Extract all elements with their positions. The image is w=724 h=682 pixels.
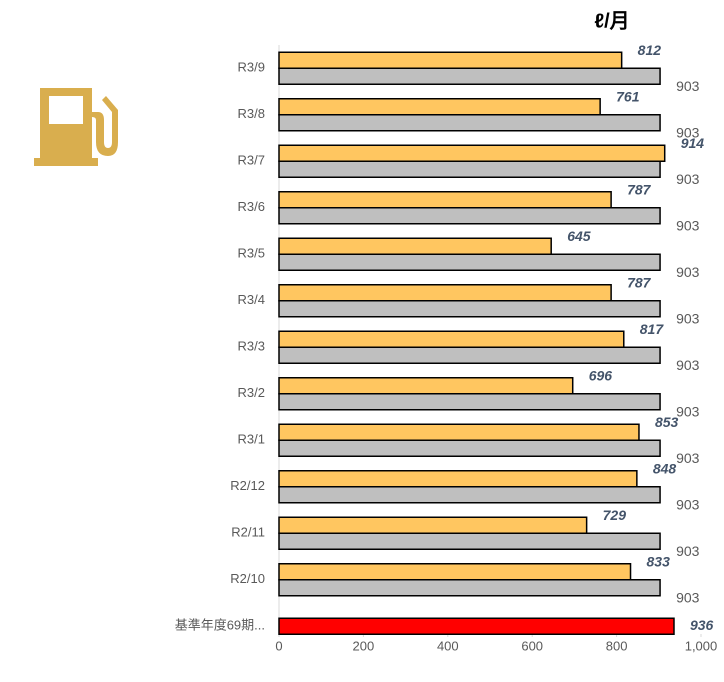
unit-label: ℓ/月 — [594, 10, 629, 32]
bar — [278, 98, 601, 116]
data-label: 903 — [676, 450, 700, 466]
bar — [278, 253, 661, 271]
data-label: 903 — [676, 217, 700, 233]
y-tick-label: R3/7 — [238, 153, 265, 168]
bar — [278, 532, 661, 550]
y-tick-label: R2/11 — [231, 525, 265, 540]
bar — [278, 346, 661, 364]
data-label: 645 — [567, 228, 591, 244]
y-tick-label: R3/5 — [238, 246, 265, 261]
bar — [278, 237, 552, 255]
bar — [278, 579, 661, 597]
data-label: 729 — [603, 507, 627, 523]
bar — [278, 284, 612, 302]
bar — [278, 423, 640, 441]
data-label: 833 — [647, 553, 671, 569]
bar — [278, 470, 638, 488]
data-label: 903 — [676, 124, 700, 140]
data-label: 761 — [616, 88, 640, 104]
data-label: 903 — [676, 589, 700, 605]
y-tick-label: R3/8 — [238, 106, 265, 121]
data-label: 787 — [627, 274, 652, 290]
bar — [278, 330, 625, 348]
data-label: 903 — [676, 78, 700, 94]
y-tick-label: 基準年度69期... — [175, 618, 265, 633]
data-label: 812 — [638, 42, 662, 58]
data-label: 903 — [676, 171, 700, 187]
data-label: 848 — [653, 460, 677, 476]
data-label: 903 — [676, 543, 700, 559]
data-label: 903 — [676, 357, 700, 373]
y-tick-label: R3/1 — [238, 432, 265, 447]
data-label: 936 — [690, 617, 714, 633]
bar — [278, 563, 632, 581]
y-tick-label: R3/6 — [238, 199, 265, 214]
bar — [278, 393, 661, 411]
data-label: 853 — [655, 414, 679, 430]
bar — [278, 207, 661, 225]
data-label: 903 — [676, 310, 700, 326]
x-tick-label: 600 — [521, 638, 543, 653]
bar — [278, 439, 661, 457]
y-tick-label: R2/12 — [230, 478, 265, 493]
bar — [278, 516, 588, 534]
x-tick-label: 200 — [353, 638, 375, 653]
data-label: 903 — [676, 496, 700, 512]
data-label: 903 — [676, 264, 700, 280]
bar — [278, 144, 666, 162]
y-tick-label: R3/9 — [238, 60, 265, 75]
y-tick-label: R2/10 — [230, 571, 265, 586]
x-tick-label: 1,000 — [685, 638, 718, 653]
bar — [278, 67, 661, 85]
bar — [278, 617, 675, 635]
x-tick-label: 400 — [437, 638, 459, 653]
bar — [278, 160, 661, 178]
bar — [278, 114, 661, 132]
x-tick-label: 0 — [275, 638, 282, 653]
data-label: 787 — [627, 181, 652, 197]
fuel-icon — [34, 88, 118, 166]
y-tick-label: R3/4 — [238, 292, 265, 307]
data-label: 696 — [589, 367, 613, 383]
y-tick-label: R3/3 — [238, 339, 265, 354]
y-tick-label: R3/2 — [238, 385, 265, 400]
bar — [278, 191, 612, 209]
data-label: 817 — [640, 321, 665, 337]
bar — [278, 51, 623, 69]
data-label: 903 — [676, 403, 700, 419]
data-label: 914 — [681, 135, 705, 151]
bar — [278, 377, 574, 395]
bar — [278, 486, 661, 504]
bar — [278, 300, 661, 318]
x-tick-label: 800 — [606, 638, 628, 653]
